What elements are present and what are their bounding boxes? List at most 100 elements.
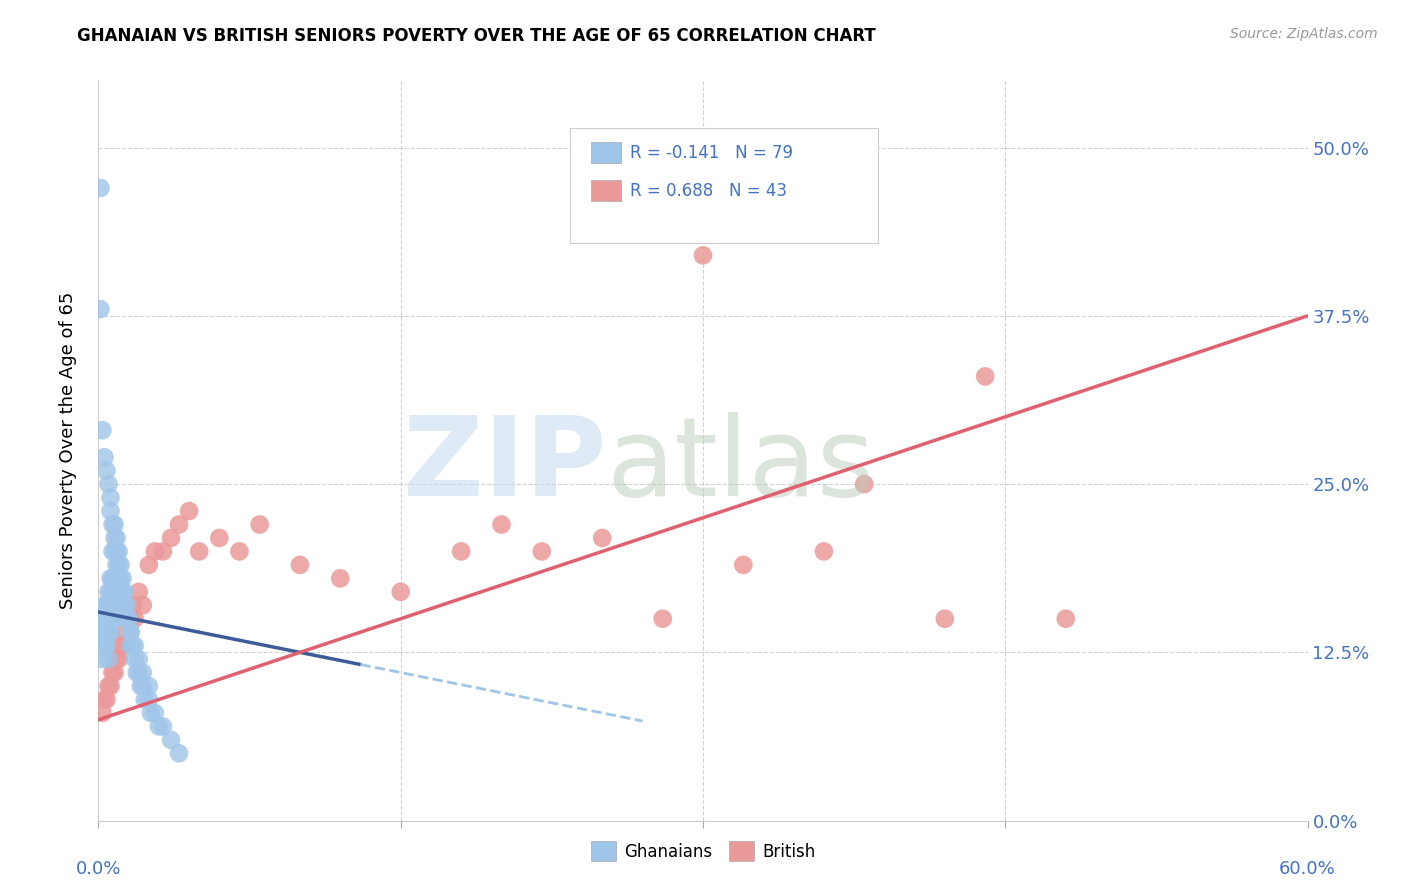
Point (115, 612, 138, 626)
Point (96, 464, 118, 478)
Point (103, 571, 125, 585)
Point (101, 665, 124, 680)
Point (105, 531, 128, 545)
Point (138, 692, 160, 706)
Point (103, 544, 125, 558)
Point (389, 584, 412, 599)
Point (91, 706, 114, 720)
Y-axis label: Seniors Poverty Over the Age of 65: Seniors Poverty Over the Age of 65 (59, 292, 77, 609)
Point (111, 599, 134, 613)
Point (1054, 612, 1077, 626)
Point (110, 584, 132, 599)
Point (125, 665, 148, 680)
Point (329, 571, 352, 585)
Point (450, 544, 472, 558)
Point (97, 599, 120, 613)
Point (188, 544, 211, 558)
Point (107, 558, 129, 572)
Point (89, 302, 111, 317)
Point (813, 544, 835, 558)
Point (160, 732, 183, 747)
Point (91, 652, 114, 666)
Text: R = -0.141   N = 79: R = -0.141 N = 79 (630, 144, 793, 161)
Point (97, 625, 120, 640)
Point (101, 517, 124, 532)
Point (107, 599, 129, 613)
Point (120, 625, 142, 640)
Point (97, 679, 120, 693)
Point (974, 369, 997, 384)
Point (111, 571, 134, 585)
Point (111, 584, 134, 599)
Point (134, 692, 156, 706)
Point (100, 504, 122, 518)
Point (124, 612, 146, 626)
Point (100, 571, 122, 585)
Bar (591, 143, 621, 163)
Point (107, 571, 129, 585)
Point (167, 747, 190, 761)
Point (167, 517, 190, 532)
Point (96, 599, 118, 613)
Point (96, 639, 118, 653)
Point (120, 625, 142, 640)
Point (110, 571, 132, 585)
Point (121, 639, 143, 653)
Point (114, 599, 136, 613)
Point (89, 181, 111, 195)
Point (288, 558, 311, 572)
Point (101, 544, 124, 558)
Point (103, 665, 125, 680)
Point (93, 625, 115, 640)
Point (101, 571, 124, 585)
Point (114, 625, 136, 640)
Point (93, 692, 115, 706)
Point (853, 477, 876, 491)
Point (143, 706, 166, 720)
Point (132, 599, 155, 613)
Point (93, 599, 115, 613)
Point (110, 558, 132, 572)
Point (97, 584, 120, 599)
Point (934, 612, 956, 626)
Point (152, 544, 174, 558)
Point (120, 639, 142, 653)
FancyBboxPatch shape (569, 128, 879, 244)
Point (100, 491, 122, 505)
Point (591, 531, 613, 545)
Point (105, 544, 128, 558)
Point (124, 639, 146, 653)
Point (96, 612, 118, 626)
Point (107, 544, 129, 558)
Point (651, 612, 673, 626)
Point (107, 652, 129, 666)
Point (491, 517, 513, 532)
Point (249, 517, 271, 532)
Legend: Ghanaians, British: Ghanaians, British (583, 834, 823, 868)
Point (128, 665, 150, 680)
Point (733, 558, 755, 572)
Point (97, 612, 120, 626)
Text: atlas: atlas (606, 412, 875, 519)
Point (100, 584, 122, 599)
Point (115, 599, 138, 613)
Point (114, 584, 136, 599)
Point (228, 544, 250, 558)
Point (91, 423, 114, 437)
Point (91, 639, 114, 653)
Point (96, 625, 118, 640)
Point (143, 544, 166, 558)
Point (139, 706, 162, 720)
Text: Source: ZipAtlas.com: Source: ZipAtlas.com (1230, 27, 1378, 41)
Point (110, 639, 132, 653)
Point (120, 612, 142, 626)
Point (105, 584, 128, 599)
Point (91, 625, 114, 640)
Point (160, 531, 183, 545)
Bar (591, 180, 621, 201)
Point (114, 612, 136, 626)
Point (103, 531, 125, 545)
Point (111, 639, 134, 653)
Point (138, 558, 160, 572)
Point (124, 652, 146, 666)
